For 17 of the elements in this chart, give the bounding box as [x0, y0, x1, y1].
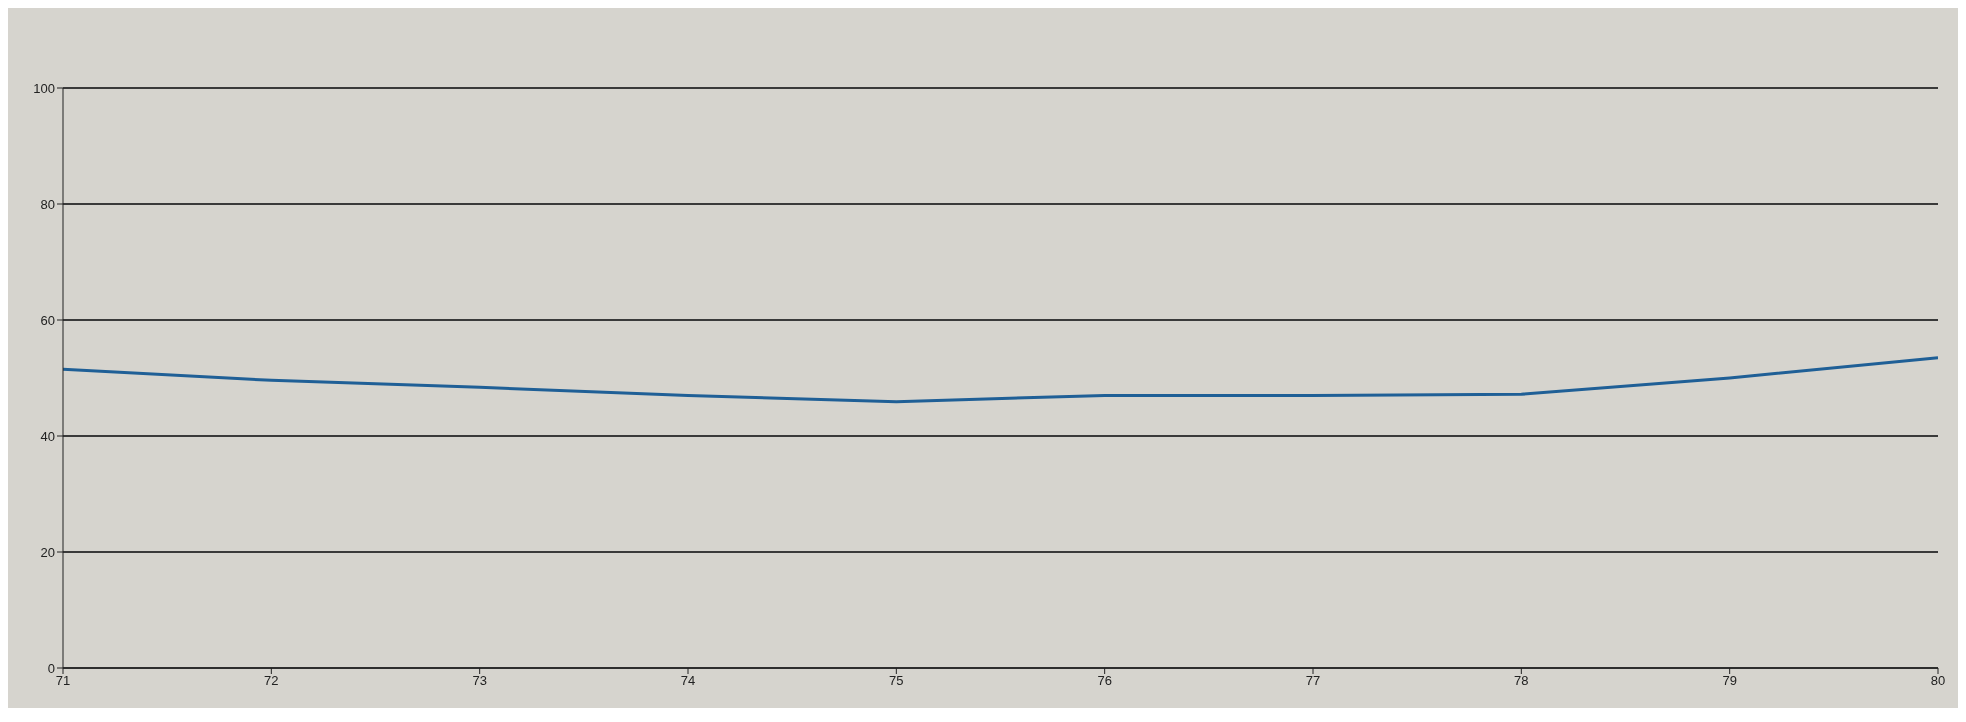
y-tick-label: 40 — [40, 428, 55, 444]
x-tick-label: 79 — [1722, 673, 1737, 689]
y-tick-label: 100 — [33, 80, 55, 96]
y-tick-label: 20 — [40, 544, 55, 560]
x-tick-label: 75 — [889, 673, 904, 689]
x-tick-label: 74 — [680, 673, 696, 689]
line-series — [63, 356, 1938, 404]
x-tick-label: 73 — [472, 673, 487, 689]
x-tick-label: 78 — [1514, 673, 1529, 689]
y-tick-label: 60 — [40, 312, 55, 328]
x-tick-label: 77 — [1305, 673, 1321, 689]
x-tick-label: 72 — [264, 673, 279, 689]
x-tick-label: 76 — [1097, 673, 1112, 689]
x-tick-label: 80 — [1930, 673, 1946, 689]
y-tick-label: 0 — [47, 660, 55, 676]
y-tick-label: 80 — [40, 196, 55, 212]
x-tick-label: 71 — [55, 673, 71, 689]
